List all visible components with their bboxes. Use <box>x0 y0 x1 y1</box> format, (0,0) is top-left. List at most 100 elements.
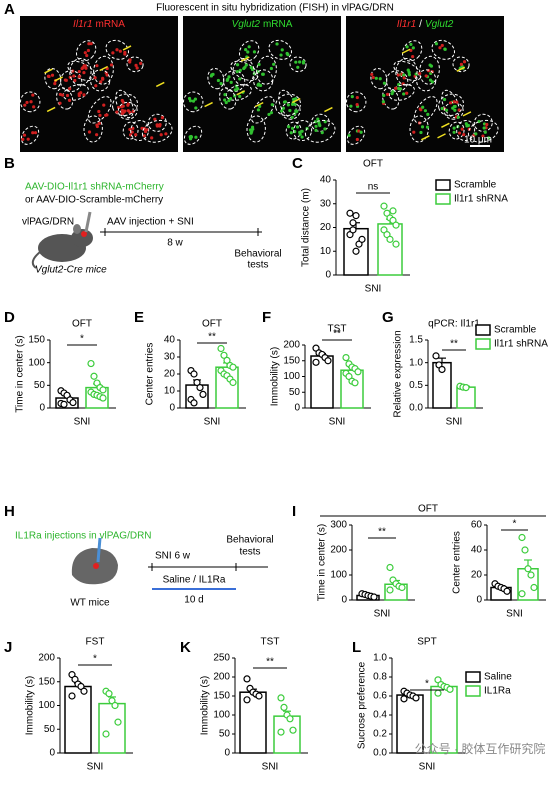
brain-icon <box>71 537 118 585</box>
fish-signal <box>246 50 250 54</box>
fish-signal <box>73 78 77 83</box>
fish-signal <box>452 126 456 130</box>
fish-signal <box>118 49 122 53</box>
cell-outline <box>467 119 499 143</box>
cell-outline <box>246 115 266 143</box>
fish-signal <box>402 73 406 77</box>
fish-signal <box>453 108 457 112</box>
y-tick-label: 100 <box>38 700 55 711</box>
data-point <box>312 358 320 366</box>
fish-signal <box>398 87 403 91</box>
arrow <box>437 133 446 139</box>
watermark: 公众号 · 胶体互作研究院 <box>415 741 546 756</box>
data-point <box>114 718 122 726</box>
timeline-end: tests <box>239 547 260 558</box>
arrow <box>46 106 56 113</box>
fish-signal <box>32 105 36 109</box>
fish-signal <box>191 99 196 103</box>
image-label-part: / <box>419 19 422 30</box>
arrow <box>421 135 430 141</box>
data-point <box>352 247 360 255</box>
cell-outline <box>117 101 138 120</box>
fish-signal <box>270 103 274 107</box>
fish-signal <box>423 109 427 113</box>
data-point <box>527 571 535 579</box>
fish-signal <box>355 103 359 107</box>
y-axis-label: Total distance (m) <box>301 188 312 267</box>
chart-title: TST <box>261 637 280 648</box>
fish-signal <box>22 133 27 137</box>
arrow <box>236 90 246 96</box>
fish-signal <box>85 53 89 58</box>
fish-signal <box>102 103 106 107</box>
y-tick-label: 20 <box>320 222 332 233</box>
fish-signal <box>294 60 298 64</box>
significance-label: ** <box>266 657 274 668</box>
fish-signal <box>123 50 127 55</box>
y-tick-label: 40 <box>471 545 483 556</box>
fish-signal <box>290 126 295 131</box>
cell-outline <box>280 101 301 120</box>
y-tick-label: 200 <box>330 545 347 556</box>
fish-signal <box>370 72 374 77</box>
y-tick-label: 40 <box>320 175 332 186</box>
fish-signal <box>227 75 231 79</box>
fish-signal <box>29 100 33 104</box>
fish-signal <box>483 130 487 134</box>
fish-signal <box>452 104 456 109</box>
legend-swatch <box>435 193 451 205</box>
y-tick-label: 0 <box>294 403 300 414</box>
fish-signal <box>280 48 284 52</box>
panel-letter: G <box>382 309 394 326</box>
y-tick-label: 0 <box>49 748 55 759</box>
fish-signal <box>235 63 240 67</box>
cell-outline <box>416 69 437 92</box>
fish-signal <box>238 94 242 98</box>
data-point <box>277 694 285 702</box>
fish-signal <box>82 93 86 97</box>
fish-signal <box>94 84 98 88</box>
fish-signal <box>282 100 287 104</box>
fish-signal <box>80 66 84 71</box>
chart-title: SPT <box>417 637 436 648</box>
legend-swatch <box>465 685 481 697</box>
y-tick-label: 0.6 <box>373 691 387 702</box>
fish-signal <box>412 130 416 134</box>
fish-signal <box>474 132 478 136</box>
data-point <box>358 235 366 243</box>
y-tick-label: 50 <box>289 387 301 398</box>
y-tick-label: 150 <box>283 355 300 366</box>
fish-signal <box>457 131 462 135</box>
y-tick-label: 0.0 <box>409 403 423 414</box>
data-point <box>190 370 198 378</box>
image-label-part: mRNA <box>263 19 293 30</box>
fish-signal <box>249 131 253 135</box>
fish-signal <box>256 108 260 112</box>
fish-signal <box>131 126 135 131</box>
y-axis-label: Relative expression <box>393 330 404 417</box>
arrow <box>254 101 264 108</box>
fish-signal <box>77 69 81 74</box>
fish-signal <box>89 42 93 46</box>
fish-signal <box>421 105 425 109</box>
fish-images: Il1r1 mRNA Vglut2 mRNA Il1r1/Vglut2 <box>20 16 504 152</box>
cell-outline <box>401 40 423 62</box>
cell-outline <box>456 120 476 142</box>
fish-signal <box>121 100 125 104</box>
data-point <box>99 386 107 394</box>
panel-letter: H <box>4 503 15 520</box>
data-point <box>389 207 397 215</box>
fish-signal <box>95 133 99 137</box>
fish-signal <box>216 78 220 83</box>
fish-signal <box>314 128 318 132</box>
fish-signal <box>99 80 103 84</box>
timeline-step: AAV injection + SNI <box>107 217 194 228</box>
cell-outline <box>183 125 203 145</box>
fish-signal <box>53 82 57 86</box>
fish-signal <box>101 76 105 80</box>
x-tick-label: SNI <box>329 417 346 428</box>
timeline-end: Behavioral <box>234 249 281 260</box>
arrow <box>456 66 466 72</box>
panel-letter: B <box>4 155 15 172</box>
y-tick-label: 0 <box>341 595 347 606</box>
